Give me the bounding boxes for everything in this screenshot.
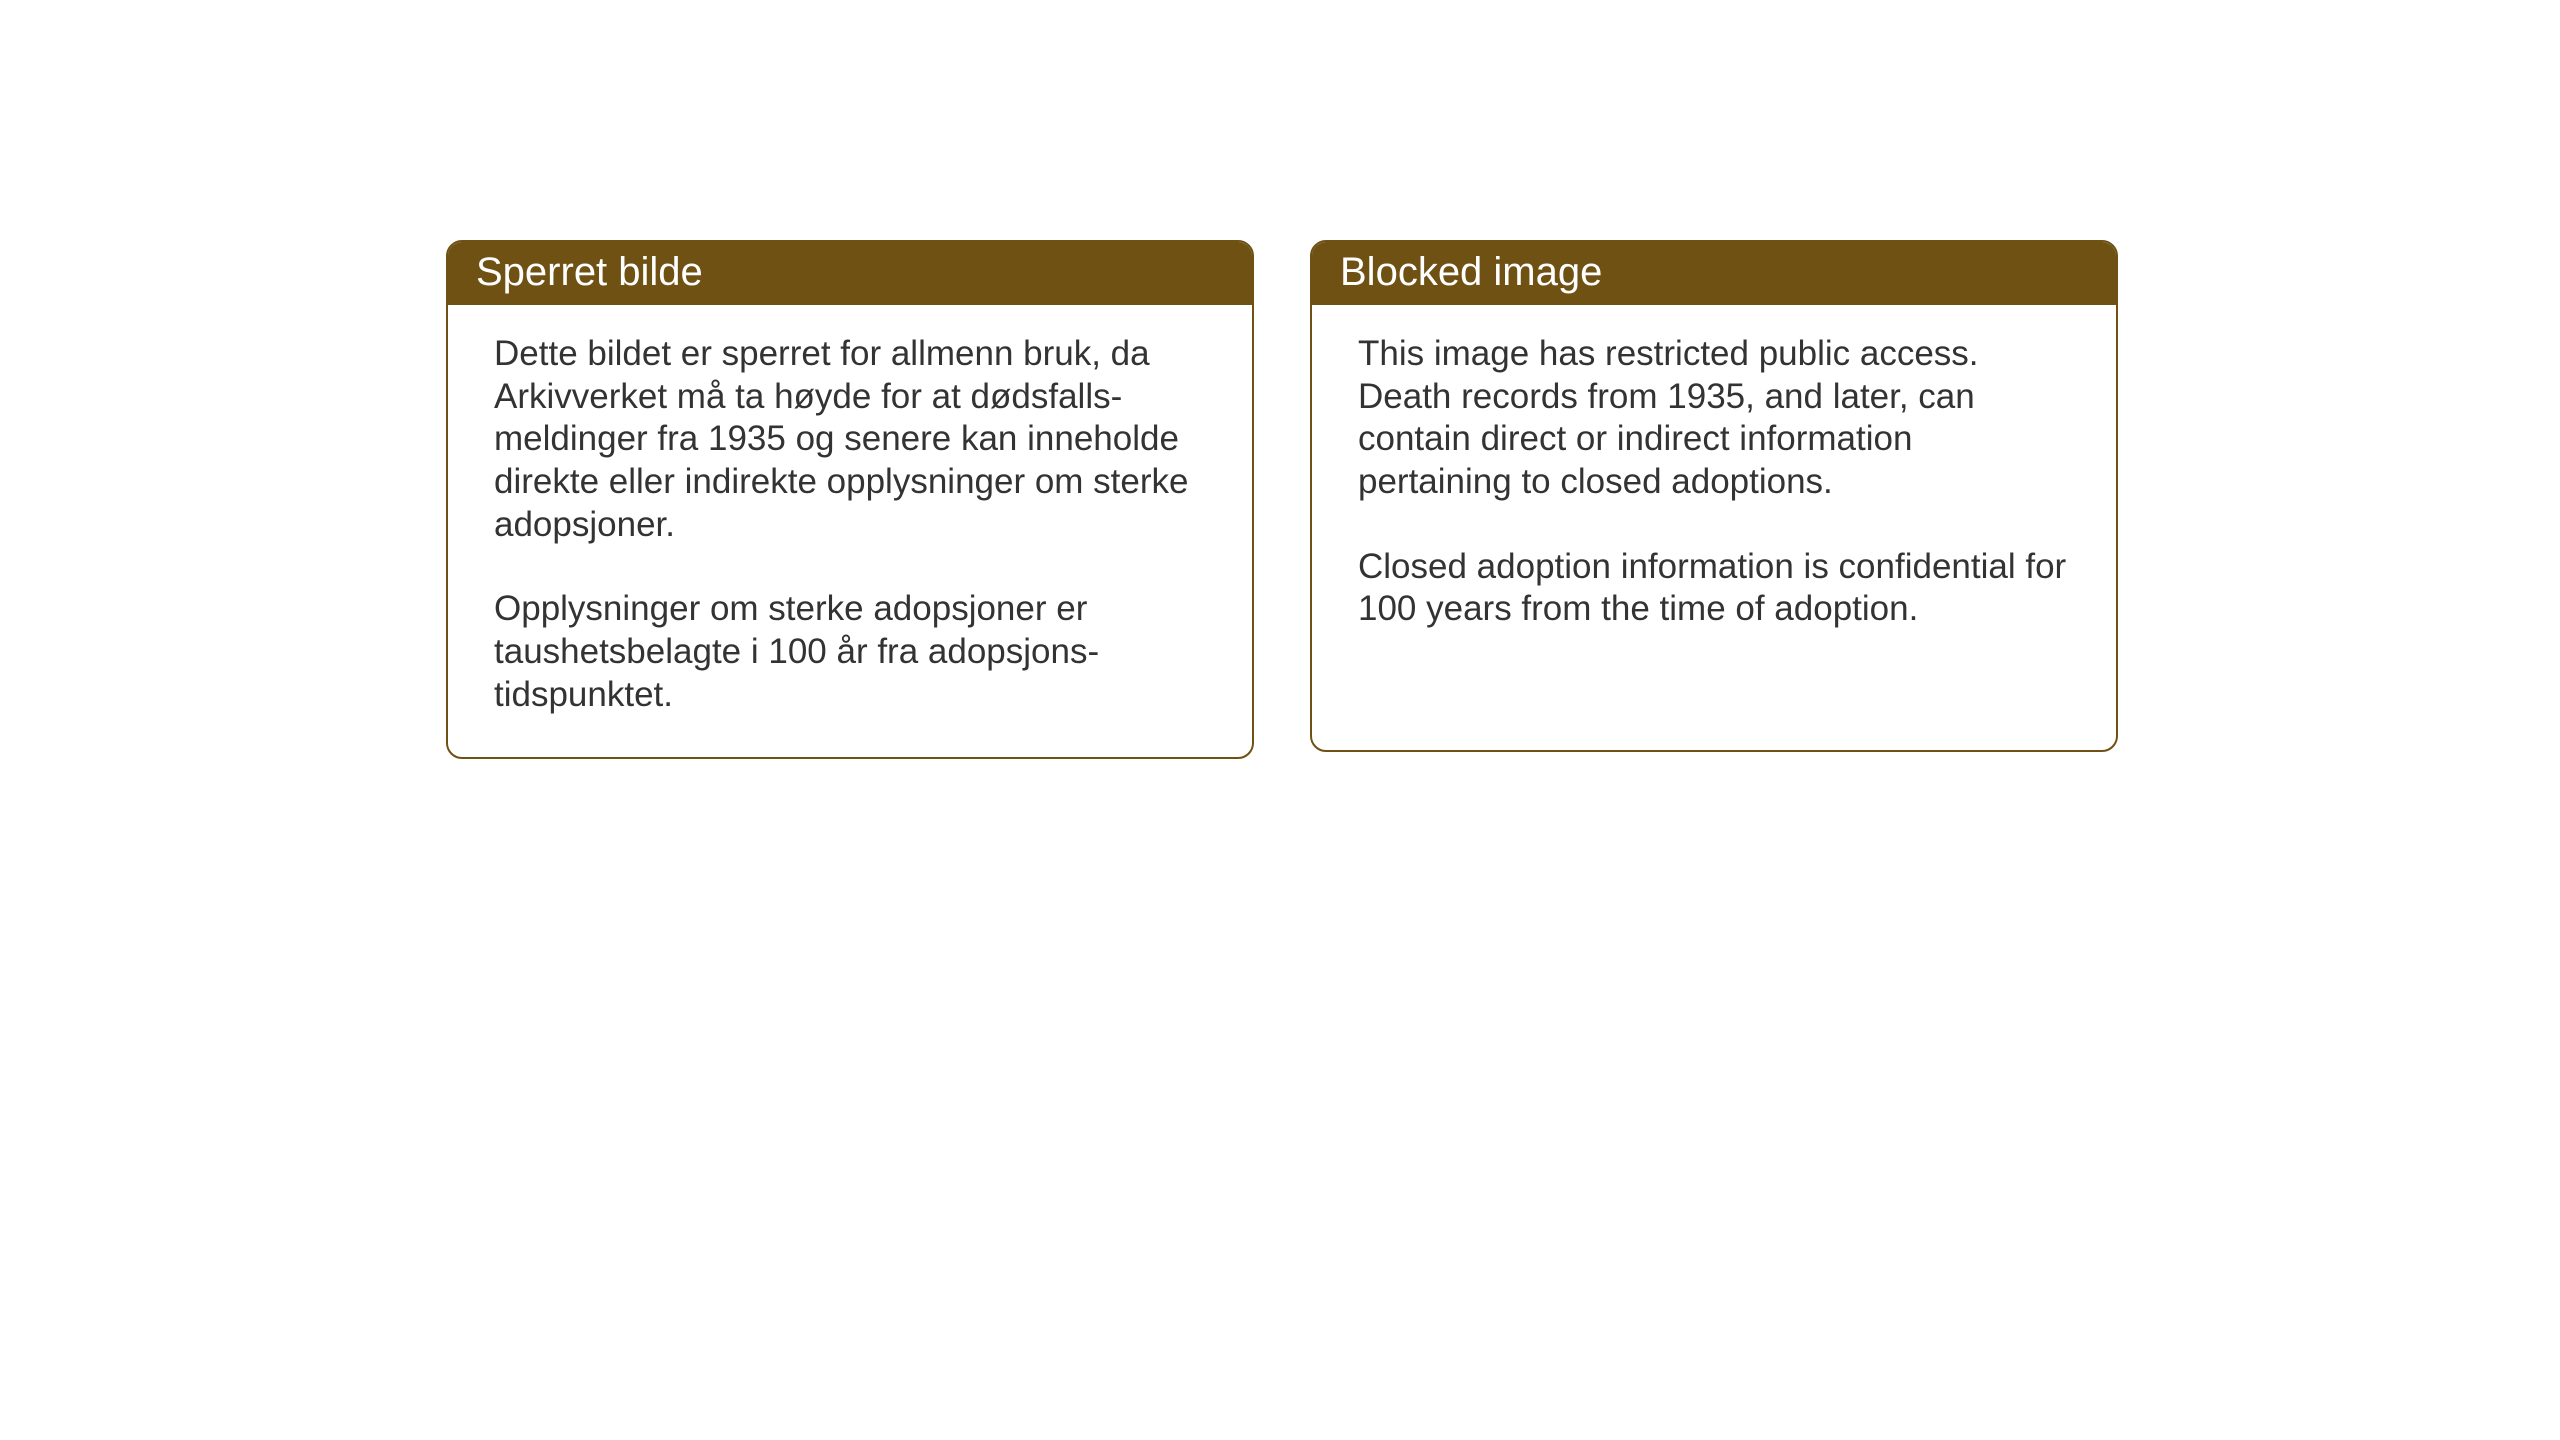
card-title-english: Blocked image [1340, 250, 1602, 294]
card-title-norwegian: Sperret bilde [476, 250, 703, 294]
card-body-norwegian: Dette bildet er sperret for allmenn bruk… [448, 305, 1252, 757]
card-header-norwegian: Sperret bilde [448, 242, 1252, 305]
card-paragraph-1-english: This image has restricted public access.… [1358, 333, 2070, 504]
card-header-english: Blocked image [1312, 242, 2116, 305]
card-paragraph-1-norwegian: Dette bildet er sperret for allmenn bruk… [494, 333, 1206, 546]
card-paragraph-2-english: Closed adoption information is confident… [1358, 546, 2070, 631]
card-body-english: This image has restricted public access.… [1312, 305, 2116, 671]
cards-container: Sperret bilde Dette bildet er sperret fo… [446, 240, 2118, 759]
card-norwegian: Sperret bilde Dette bildet er sperret fo… [446, 240, 1254, 759]
card-english: Blocked image This image has restricted … [1310, 240, 2118, 752]
card-paragraph-2-norwegian: Opplysninger om sterke adopsjoner er tau… [494, 588, 1206, 716]
